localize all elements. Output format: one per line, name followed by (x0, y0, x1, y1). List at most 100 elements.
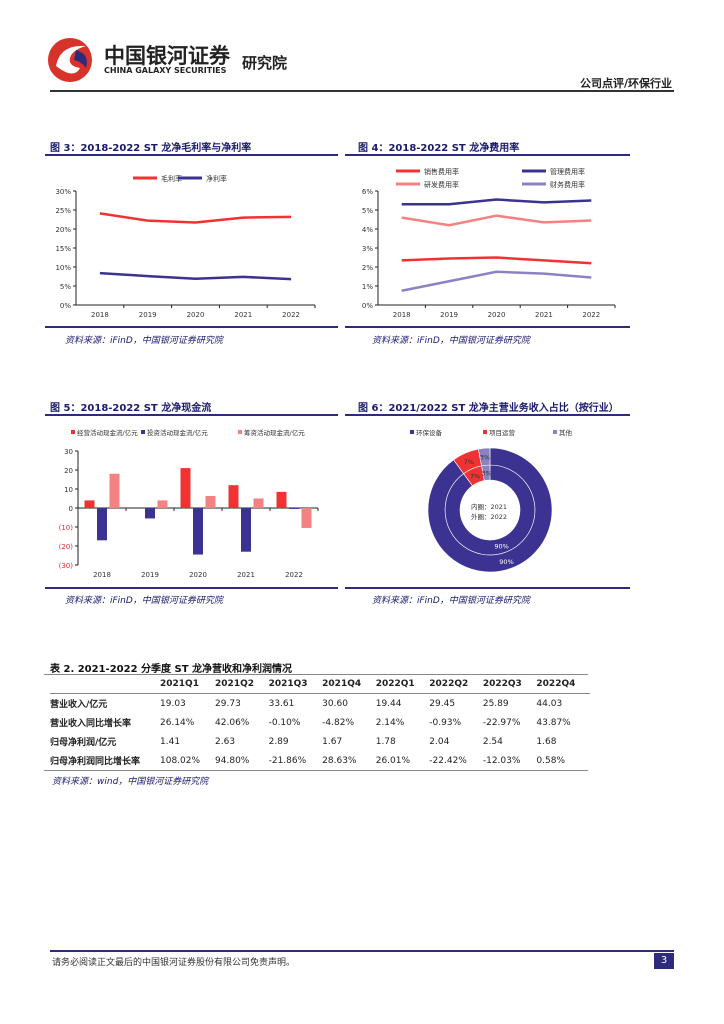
galaxy-logo-icon (48, 38, 92, 82)
divider (345, 587, 630, 589)
x-tick-label: 2022 (285, 571, 303, 579)
figure-5-source: 资料来源：iFinD，中国银河证券研究院 (65, 596, 223, 606)
column-header: 2022Q2 (429, 679, 469, 689)
y-tick-label: 10% (55, 264, 71, 272)
column-header: 2021Q4 (322, 679, 362, 689)
legend-label: 销售费用率 (424, 167, 459, 176)
bar-经营活动现金流/亿元-2020 (180, 468, 191, 508)
x-tick-label: 2018 (93, 571, 111, 579)
donut-slice-2022-其他 (478, 447, 491, 467)
legend-swatch (483, 430, 487, 434)
bar-投资活动现金流/亿元-2018 (97, 508, 107, 541)
series-line-管理费用率 (401, 198, 592, 206)
legend-swatch (410, 430, 414, 434)
bar-投资活动现金流/亿元-2022 (289, 508, 299, 509)
table-cell: 33.61 (268, 698, 295, 709)
table-cell: 44.03 (536, 698, 563, 709)
divider (45, 326, 338, 328)
figure-6-title: 图 6：2021/2022 ST 龙净主营业务收入占比（按行业） (358, 403, 619, 414)
series-line-研发费用率 (401, 214, 592, 227)
table-cell: 28.63% (322, 755, 357, 766)
table-cell: 1.41 (160, 736, 181, 747)
donut-center-label: 内圈：2021 (471, 502, 507, 511)
table-cell: 94.80% (215, 755, 250, 766)
y-tick-label: 0% (362, 302, 373, 310)
donut-label: 90% (499, 558, 513, 566)
brand-name-cn: 中国银河证券 (104, 44, 230, 68)
table-source: 资料来源：wind，中国银河证券研究院 (52, 777, 209, 787)
y-tick-label: 3% (362, 245, 373, 253)
legend-label: 投资活动现金流/亿元 (147, 428, 208, 437)
series-line-净利率 (99, 271, 292, 281)
table-cell: 1.78 (375, 736, 396, 747)
figure-3-title: 图 3：2018-2022 ST 龙净毛利率与净利率 (50, 143, 252, 154)
x-tick-label: 2019 (440, 311, 458, 319)
table-cell: 43.87% (536, 717, 571, 728)
column-header: 2021Q2 (215, 679, 254, 689)
bar-筹资活动现金流/亿元-2022 (301, 508, 312, 528)
table-row: 营业收入/亿元 19.03 29.73 33.61 30.60 19.44 29.45 25.… (50, 694, 590, 714)
bar-筹资活动现金流/亿元-2019 (157, 500, 168, 508)
divider (45, 587, 338, 589)
legend-label: 净利率 (206, 174, 227, 183)
figure-5-title: 图 5：2018-2022 ST 龙净现金流 (50, 403, 212, 414)
bar-投资活动现金流/亿元-2020 (193, 508, 203, 555)
y-tick-label: 2% (362, 264, 373, 272)
table-cell: 1.68 (536, 736, 557, 747)
legend-label: 管理费用率 (550, 167, 585, 176)
table-cell: 0.58% (536, 755, 565, 766)
donut-label: 90% (494, 543, 508, 551)
y-tick-label: 0 (69, 505, 73, 513)
row-label: 归母净利润同比增长率 (50, 757, 141, 767)
y-tick-label: 15% (55, 245, 71, 253)
table-cell: 1.67 (322, 736, 343, 747)
y-tick-label: 0% (60, 302, 71, 310)
row-label: 归母净利润/亿元 (50, 738, 117, 748)
legend-label: 项目运营 (489, 428, 516, 437)
table-cell: -21.86% (268, 755, 307, 766)
y-tick-label: 5% (60, 283, 71, 291)
donut-center-label: 外圈：2022 (471, 512, 507, 521)
x-tick-label: 2020 (189, 571, 207, 579)
legend-label: 环保设备 (416, 428, 443, 437)
bar-筹资活动现金流/亿元-2020 (205, 496, 216, 508)
disclaimer-text: 请务必阅读正文最后的中国银河证券股份有限公司免责声明。 (52, 958, 296, 968)
x-tick-label: 2022 (282, 311, 300, 319)
figure-4-source: 资料来源：iFinD，中国银河证券研究院 (372, 336, 530, 346)
table-cell: 29.45 (429, 698, 456, 709)
donut-label: 3% (480, 454, 490, 462)
y-tick-label: 30% (55, 188, 71, 196)
column-header: 2022Q1 (375, 679, 415, 689)
column-header: 2021Q1 (160, 679, 199, 689)
figure-4-title: 图 4：2018-2022 ST 龙净费用率 (358, 143, 520, 154)
y-tick-label: 5% (362, 207, 373, 215)
column-header: 2022Q4 (536, 679, 576, 689)
legend-label: 筹资活动现金流/亿元 (244, 428, 305, 437)
table-header-row: 2021Q1 2021Q2 2021Q3 2021Q4 2022Q1 2022Q… (50, 675, 590, 694)
column-header: 2022Q3 (482, 679, 522, 689)
header-rule (50, 90, 674, 92)
divider (345, 414, 630, 416)
donut-slice-2022-环保设备 (427, 447, 553, 573)
section-label: 公司点评/环保行业 (579, 77, 672, 90)
figure-3-source: 资料来源：iFinD，中国银河证券研究院 (65, 336, 223, 346)
table-cell: 25.89 (482, 698, 509, 709)
table-cell: -22.97% (482, 717, 521, 728)
column-header: 2021Q3 (268, 679, 308, 689)
table-cell: 19.03 (160, 698, 186, 709)
legend-label: 财务费用率 (550, 180, 585, 189)
column-header (50, 675, 160, 694)
y-tick-label: 25% (55, 207, 71, 215)
divider (44, 770, 588, 771)
y-tick-label: 20 (64, 467, 73, 475)
table-cell: 2.04 (429, 736, 450, 747)
table-title: 表 2. 2021-2022 分季度 ST 龙净营收和净利润情况 (50, 664, 293, 675)
legend-swatch (141, 430, 145, 434)
table-cell: 29.73 (215, 698, 241, 709)
y-tick-label: 20% (55, 226, 71, 234)
y-tick-label: 1% (362, 283, 373, 291)
legend-swatch (238, 430, 242, 434)
institute-label: 研究院 (242, 54, 288, 72)
series-line-财务费用率 (401, 270, 592, 292)
table-cell: 42.06% (215, 717, 250, 728)
